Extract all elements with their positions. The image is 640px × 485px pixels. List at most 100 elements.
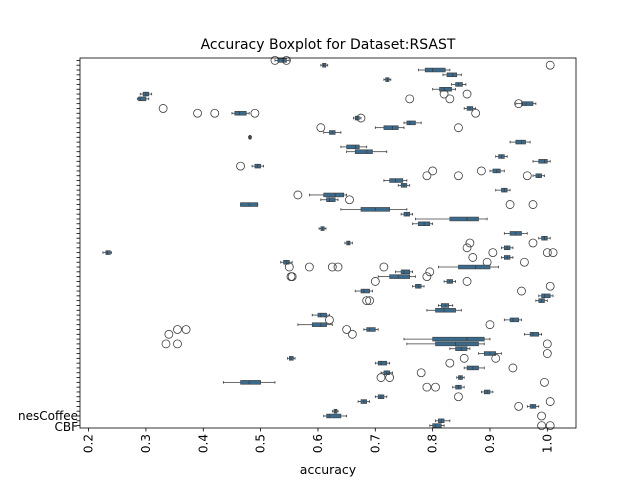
box-iqr-28 — [323, 192, 345, 198]
outlier-65-0 — [416, 368, 426, 378]
outlier-41-0 — [468, 253, 478, 262]
outlier-14-1 — [454, 123, 463, 133]
box-group-69 — [480, 389, 494, 395]
outlier-55-0 — [485, 320, 495, 330]
y-ticks — [76, 60, 80, 426]
outlier-61-0 — [542, 349, 552, 358]
outlier-46-0 — [370, 277, 380, 286]
box-iqr-53 — [317, 312, 327, 318]
outlier-42-1 — [519, 257, 529, 267]
box-group-71 — [357, 397, 555, 406]
outlier-43-3 — [333, 262, 343, 272]
x-tick-label-3: 0.5 — [254, 434, 268, 453]
box-iqr-1 — [322, 62, 327, 68]
outlier-14-0 — [316, 123, 326, 133]
box-group-0 — [270, 56, 291, 65]
box-group-15 — [323, 130, 342, 135]
box-group-26 — [397, 183, 411, 188]
box-group-73 — [331, 408, 339, 414]
box-group-58 — [403, 336, 491, 342]
outlier-24-2 — [522, 171, 532, 181]
box-iqr-74 — [326, 413, 342, 419]
box-group-25 — [383, 178, 408, 183]
box-group-17 — [509, 139, 531, 145]
outlier-74-0 — [537, 411, 546, 421]
box-group-33 — [415, 216, 488, 222]
outlier-11-2 — [250, 108, 260, 118]
outlier-7-1 — [462, 89, 472, 99]
box-group-48 — [354, 286, 526, 296]
box-iqr-58 — [432, 336, 485, 342]
outlier-72-0 — [514, 401, 524, 411]
outlier-56-0 — [173, 325, 182, 334]
outlier-50-1 — [365, 296, 374, 306]
outlier-70-0 — [454, 392, 463, 402]
outlier-66-1 — [385, 373, 395, 382]
box-group-31 — [340, 207, 408, 212]
outlier-40-0 — [488, 248, 498, 258]
box-group-63 — [374, 358, 455, 368]
x-axis-ticks: 0.2 0.3 0.4 0.5 0.6 0.7 0.8 0.9 1.0 — [82, 428, 554, 453]
outlier-12-0 — [356, 113, 366, 123]
box-group-24 — [422, 171, 545, 181]
box-iqr-6 — [439, 87, 452, 92]
box-iqr-2 — [424, 67, 446, 73]
x-tick-label-5: 0.7 — [368, 434, 382, 453]
outlier-8-0 — [405, 94, 415, 104]
box-group-28 — [293, 190, 348, 200]
outlier-67-0 — [540, 377, 549, 387]
box-group-23 — [428, 166, 505, 176]
outlier-54-0 — [325, 315, 334, 325]
outlier-40-2 — [548, 248, 558, 258]
x-tick-label-0: 0.2 — [82, 434, 96, 453]
outlier-43-2 — [327, 262, 337, 272]
x-tick-label-2: 0.4 — [196, 434, 210, 453]
box-group-59 — [161, 339, 552, 349]
outlier-45-1 — [287, 272, 297, 282]
box-iqr-52 — [435, 308, 456, 313]
box-iqr-17 — [515, 139, 526, 145]
box-group-13 — [403, 120, 422, 126]
y-tick-label-nescoffee: nesCoffee — [18, 409, 78, 423]
outlier-57-1 — [347, 329, 357, 339]
outlier-9-0 — [514, 99, 524, 109]
box-iqr-59 — [435, 341, 479, 347]
outlier-23-1 — [476, 166, 486, 176]
outlier-0-1 — [282, 56, 291, 65]
box-group-54 — [325, 315, 522, 325]
outlier-56-1 — [181, 325, 191, 334]
outlier-0-0 — [270, 56, 280, 65]
box-iqr-48 — [360, 288, 370, 294]
box-group-14 — [316, 123, 463, 133]
box-iqr-14 — [383, 125, 399, 130]
outlier-62-0 — [459, 353, 469, 363]
outlier-56-2 — [342, 325, 352, 334]
box-group-53 — [311, 312, 330, 318]
box-group-38 — [344, 238, 538, 248]
box-group-74 — [323, 411, 546, 421]
x-tick-label-7: 0.9 — [483, 434, 497, 453]
outlier-1-0 — [545, 60, 555, 70]
box-iqr-21 — [538, 159, 548, 164]
box-group-68 — [422, 382, 465, 392]
outlier-43-0 — [284, 262, 294, 272]
outlier-23-0 — [428, 166, 438, 176]
outlier-71-0 — [545, 397, 555, 406]
outlier-64-0 — [508, 363, 518, 373]
box-iqr-13 — [406, 120, 416, 126]
outlier-66-0 — [376, 373, 386, 382]
outlier-59-2 — [542, 339, 552, 349]
box-iqr-18 — [346, 144, 360, 150]
boxes-layer — [102, 56, 558, 430]
outlier-47-0 — [545, 281, 555, 291]
box-group-65 — [380, 368, 426, 378]
outlier-38-1 — [528, 238, 538, 248]
chart-title: Accuracy Boxplot for Dataset:RSAST — [201, 37, 456, 53]
box-group-35 — [318, 226, 327, 231]
box-group-56 — [173, 325, 379, 334]
outlier-59-1 — [173, 339, 182, 349]
outlier-30-0 — [505, 200, 515, 209]
box-group-29 — [320, 195, 354, 205]
